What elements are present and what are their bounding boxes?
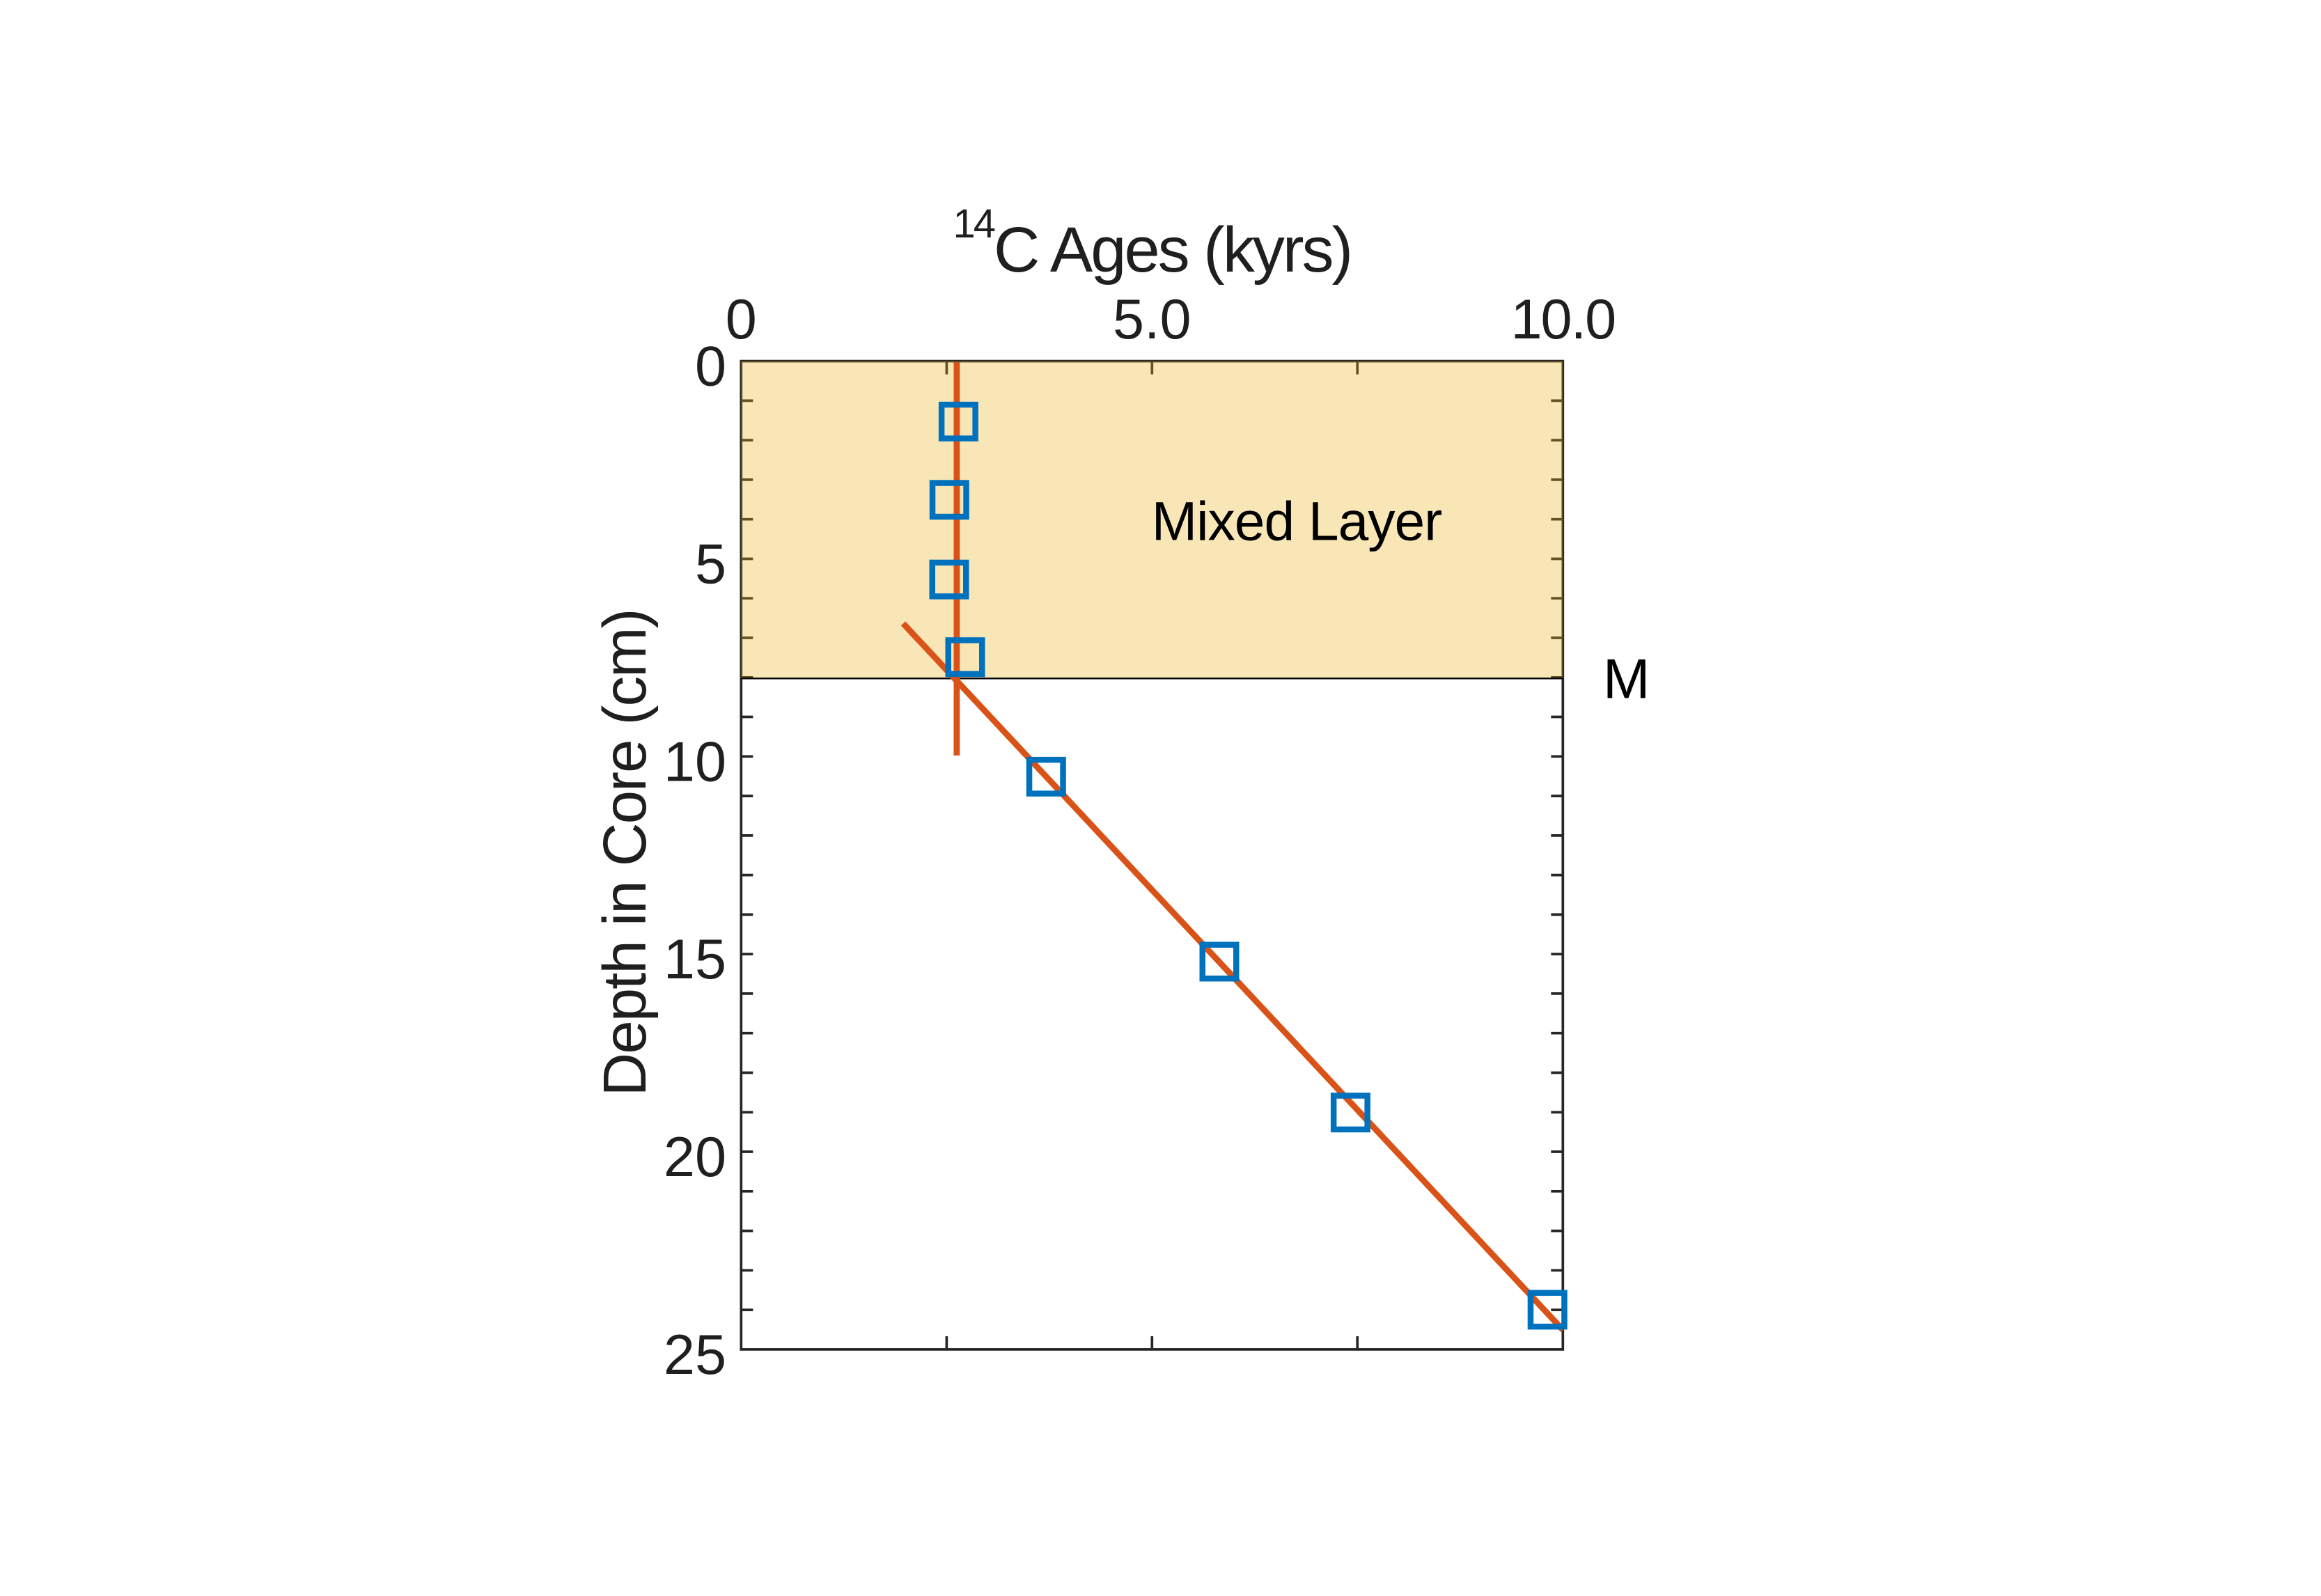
svg-text:20: 20 bbox=[664, 1126, 726, 1189]
svg-text:15: 15 bbox=[664, 928, 726, 991]
svg-text:Depth in Core (cm): Depth in Core (cm) bbox=[591, 610, 659, 1097]
svg-text:14C Ages (kyrs): 14C Ages (kyrs) bbox=[953, 201, 1351, 285]
svg-text:Mixed Layer: Mixed Layer bbox=[1152, 491, 1442, 552]
svg-text:5.0: 5.0 bbox=[1113, 288, 1191, 351]
svg-text:10.0: 10.0 bbox=[1510, 288, 1615, 351]
svg-text:0: 0 bbox=[695, 336, 726, 398]
svg-text:5: 5 bbox=[695, 533, 726, 596]
svg-text:25: 25 bbox=[664, 1324, 726, 1386]
svg-text:10: 10 bbox=[664, 730, 726, 793]
svg-text:0: 0 bbox=[726, 288, 757, 351]
svg-text:M: M bbox=[1603, 648, 1650, 710]
